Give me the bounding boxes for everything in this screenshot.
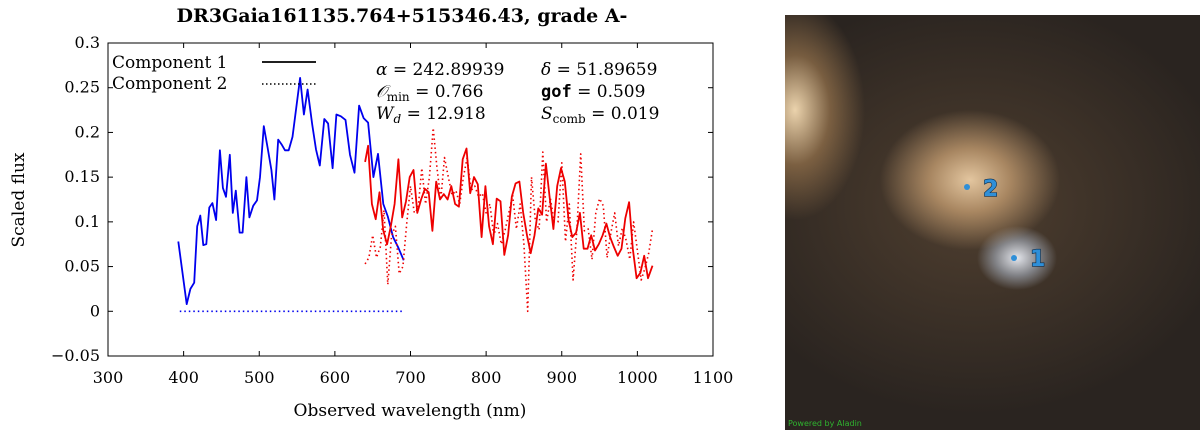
sky-image: 2 1 [964,176,1046,273]
y-tick-label: 0.2 [75,122,100,141]
annotation-alpha: α = 242.89939 [376,60,504,80]
sky-image-panel: 2 1 Powered by Aladin [785,15,1200,430]
y-tick-label: −0.05 [51,346,100,365]
y-axis-label: Scaled flux [9,152,29,247]
x-tick-label: 500 [244,368,275,387]
x-axis-label: Observed wavelength (nm) [294,401,527,421]
spectrum-chart: DR3Gaia161135.764+515346.43, grade A- 30… [9,5,734,421]
y-tick-label: 0.05 [64,257,100,276]
annotation-gof: gof = 0.509 [541,82,645,102]
x-tick-label: 800 [471,368,502,387]
x-tick-label: 600 [320,368,351,387]
legend-entry-component-2: Component 2 [112,74,228,94]
y-tick-label: 0.25 [64,78,100,97]
x-tick-label: 300 [93,368,124,387]
x-tick-label: 700 [395,368,426,387]
x-tick-label: 400 [168,368,199,387]
y-tick-label: 0 [90,301,100,320]
legend: Component 1 Component 2 [112,53,316,94]
x-tick-label: 1000 [617,368,658,387]
y-tick-label: 0.3 [75,33,100,52]
x-tick-label: 900 [546,368,577,387]
marker-label-2: 2 [983,177,998,202]
marker-dot-2 [964,184,970,190]
chart-title: DR3Gaia161135.764+515346.43, grade A- [177,5,628,27]
fit-annotations: α = 242.89939 δ = 51.89659 𝒪min = 0.766 … [376,60,659,126]
annotation-omin: 𝒪min = 0.766 [376,82,483,104]
marker-dot-1 [1011,255,1017,261]
annotation-wd: Wd = 12.918 [376,104,486,126]
y-axis: −0.05 0 0.05 0.1 0.15 0.2 0.25 0.3 [51,33,713,365]
marker-label-1: 1 [1030,247,1045,272]
legend-entry-component-1: Component 1 [112,53,228,73]
annotation-scomb: Scomb = 0.019 [541,104,659,126]
series-line-2 [364,144,654,280]
series-group [177,77,654,313]
x-axis: 300 400 500 600 700 800 900 1000 1100 [93,43,734,387]
aladin-credit: Powered by Aladin [788,419,862,428]
annotation-delta: δ = 51.89659 [541,60,657,80]
x-tick-label: 1100 [693,368,734,387]
series-line-1 [177,77,405,306]
y-tick-label: 0.15 [64,167,100,186]
y-tick-label: 0.1 [75,212,100,231]
series-line-4 [364,127,654,313]
